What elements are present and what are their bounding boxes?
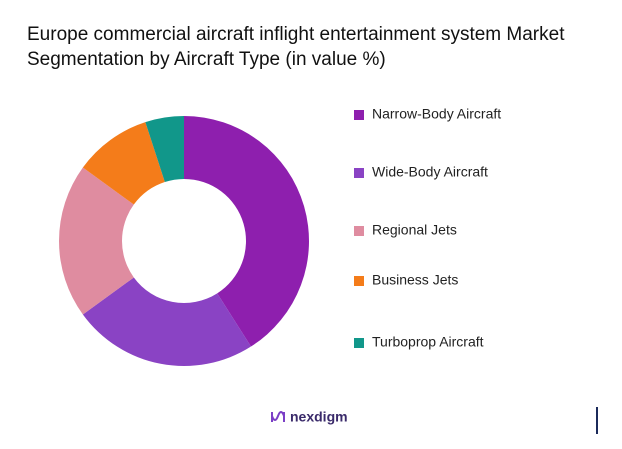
logo-icon — [271, 411, 285, 422]
chart-title: Europe commercial aircraft inflight ente… — [27, 24, 565, 70]
legend-label: Business Jets — [372, 272, 458, 288]
legend-swatch — [354, 168, 364, 178]
legend-label: Turboprop Aircraft — [372, 334, 484, 350]
donut-slice — [82, 277, 251, 366]
donut-slice — [59, 167, 134, 315]
legend-swatch — [354, 226, 364, 236]
donut-slice — [82, 122, 165, 205]
legend-label: Regional Jets — [372, 222, 457, 238]
logo-text: nexdigm — [290, 409, 348, 425]
donut-slice — [184, 116, 309, 347]
legend-label: Narrow-Body Aircraft — [372, 106, 501, 122]
legend-swatch — [354, 276, 364, 286]
legend-swatch — [354, 338, 364, 348]
donut-slice — [145, 116, 184, 183]
legend-label: Wide-Body Aircraft — [372, 164, 488, 180]
legend-swatch — [354, 110, 364, 120]
